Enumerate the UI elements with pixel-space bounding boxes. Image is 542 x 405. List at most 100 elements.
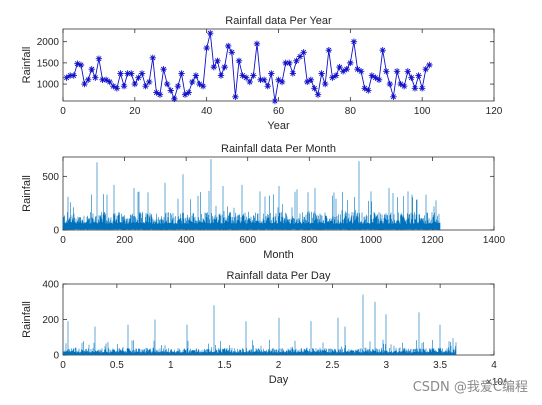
data-point-marker: [106, 78, 113, 86]
y-tick-label: 500: [42, 172, 59, 183]
data-point-marker: [214, 57, 221, 64]
subplot-3: [62, 283, 495, 356]
x-tick-label: 1200: [421, 235, 444, 246]
data-point-marker: [264, 82, 271, 90]
data-point-marker: [411, 85, 419, 92]
plot-area-3: [62, 294, 457, 355]
data-point-marker: [361, 85, 368, 92]
y-axis-label: Rainfall: [21, 175, 33, 212]
chart-title: Rainfall data Per Year: [225, 15, 332, 27]
subplot-1: [62, 28, 495, 105]
data-point-marker: [343, 66, 350, 73]
data-point-marker: [368, 72, 376, 79]
data-point-marker: [246, 78, 253, 86]
data-point-marker: [350, 38, 358, 45]
x-tick-label: 60: [273, 106, 285, 117]
data-point-marker: [418, 85, 426, 92]
x-tick-label: 0: [60, 235, 66, 246]
data-point-marker: [390, 93, 397, 100]
data-point-marker: [131, 80, 139, 88]
data-point-marker: [235, 57, 243, 64]
x-axis-multiplier: ×10⁴: [486, 377, 507, 388]
data-point-marker: [185, 89, 192, 96]
data-point-marker: [286, 59, 293, 67]
y-tick-label: 0: [53, 226, 59, 237]
x-tick-label: 1.5: [218, 360, 232, 371]
data-point-marker: [314, 91, 322, 98]
data-point-marker: [81, 80, 88, 88]
data-point-marker: [149, 54, 156, 61]
data-point-marker: [160, 66, 167, 73]
data-point-marker: [142, 82, 149, 90]
data-point-marker: [300, 49, 307, 56]
data-point-marker: [178, 70, 185, 77]
data-point-marker: [163, 80, 171, 88]
data-point-marker: [232, 93, 239, 100]
data-point-marker: [181, 91, 189, 98]
data-point-marker: [397, 80, 404, 88]
data-point-marker: [217, 72, 225, 79]
data-point-marker: [304, 78, 311, 86]
data-point-marker: [401, 82, 408, 90]
data-point-marker: [250, 72, 257, 79]
y-tick-label: 0: [53, 351, 59, 362]
data-point-marker: [88, 66, 95, 73]
data-point-marker: [357, 68, 365, 75]
data-point-marker: [225, 42, 232, 50]
data-point-marker: [110, 82, 117, 90]
data-point-marker: [77, 61, 85, 69]
x-tick-label: 600: [239, 235, 256, 246]
data-point-marker: [408, 74, 415, 81]
data-point-marker: [307, 76, 315, 84]
data-point-marker: [228, 49, 236, 56]
data-point-marker: [192, 72, 200, 79]
data-point-marker: [336, 63, 343, 71]
x-tick-label: 0: [60, 106, 66, 117]
data-point-marker: [203, 44, 210, 52]
chart-title: Rainfall data Per Month: [221, 143, 336, 155]
x-tick-label: 20: [129, 106, 141, 117]
x-tick-label: 80: [345, 106, 357, 117]
data-point-marker: [102, 76, 110, 84]
data-point-marker: [372, 74, 379, 81]
y-axis-label: Rainfall: [21, 301, 33, 338]
x-axis-label: Year: [267, 120, 290, 132]
y-tick-label: 1000: [37, 80, 60, 91]
x-tick-label: 0.5: [110, 360, 124, 371]
data-point-marker: [199, 82, 207, 90]
data-point-marker: [74, 60, 81, 67]
data-point-marker: [242, 74, 250, 81]
data-point-marker: [375, 76, 383, 84]
y-tick-label: 1500: [37, 58, 60, 69]
data-point-marker: [278, 78, 286, 86]
data-point-marker: [63, 74, 70, 81]
data-point-marker: [124, 70, 131, 77]
x-tick-label: 3: [383, 360, 389, 371]
data-point-marker: [347, 59, 354, 67]
x-tick-label: 1400: [483, 235, 506, 246]
x-tick-label: 2: [276, 360, 282, 371]
data-point-marker: [289, 70, 297, 77]
data-point-marker: [239, 72, 246, 79]
data-point-marker: [393, 68, 401, 75]
data-point-marker: [404, 68, 411, 75]
data-point-marker: [296, 53, 304, 60]
data-point-marker: [171, 95, 178, 103]
data-point-marker: [117, 70, 124, 77]
data-point-marker: [84, 76, 92, 84]
data-point-marker: [135, 74, 142, 81]
chart-title: Rainfall data Per Day: [227, 270, 331, 282]
series-line: [62, 159, 441, 230]
data-point-marker: [426, 61, 433, 69]
data-point-marker: [318, 70, 325, 77]
data-point-marker: [196, 80, 203, 88]
x-tick-label: 1: [168, 360, 174, 371]
data-point-marker: [167, 87, 174, 94]
data-point-marker: [70, 72, 77, 79]
data-point-marker: [221, 63, 228, 71]
x-tick-label: 4: [491, 360, 497, 371]
data-point-marker: [95, 55, 103, 62]
data-point-marker: [332, 72, 340, 79]
data-point-marker: [293, 57, 300, 64]
data-point-marker: [282, 59, 289, 67]
